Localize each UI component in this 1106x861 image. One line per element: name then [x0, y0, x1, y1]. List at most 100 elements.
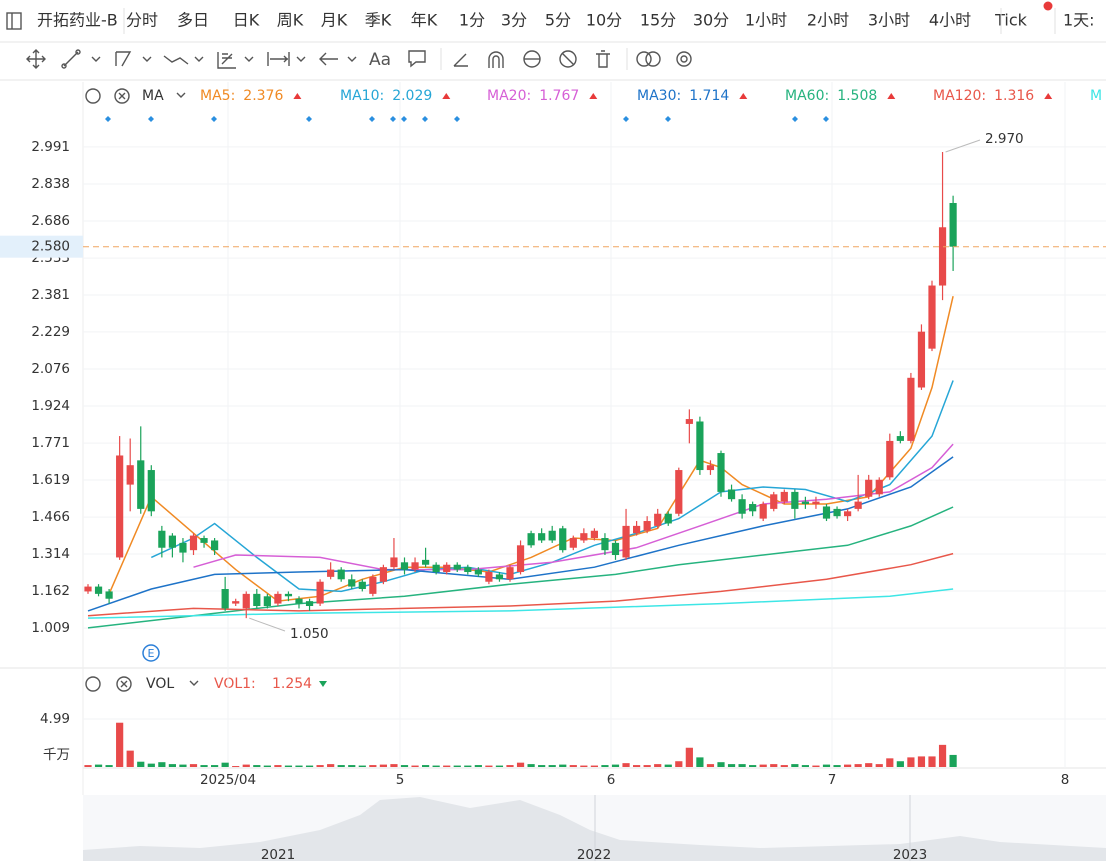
chevron[interactable]	[176, 92, 186, 98]
period-tab[interactable]: 月K	[321, 11, 348, 30]
period-tab[interactable]: Tick	[994, 11, 1028, 30]
event-marker[interactable]	[454, 116, 460, 122]
volume-bar	[168, 764, 176, 767]
move-tool[interactable]	[26, 49, 46, 69]
event-marker[interactable]	[823, 116, 829, 122]
delete-tool[interactable]	[596, 50, 610, 68]
period-tab[interactable]: 日K	[233, 11, 260, 30]
volume-bar	[865, 763, 873, 767]
volume-bar	[443, 765, 451, 767]
ma-trend	[589, 93, 598, 99]
period-tab[interactable]: 5分	[545, 11, 571, 30]
event-marker[interactable]	[390, 116, 396, 122]
y-tick-label: 2.686	[31, 213, 70, 229]
period-tab[interactable]: 1天:	[1063, 11, 1095, 30]
wave-tool[interactable]	[163, 55, 189, 65]
volume-bar	[200, 765, 208, 767]
indicator-close[interactable]	[114, 88, 130, 104]
event-marker[interactable]	[665, 116, 671, 122]
period-tab[interactable]: 分时	[126, 11, 158, 30]
volume-bar	[770, 764, 778, 767]
fib-tool[interactable]	[217, 52, 236, 69]
chevron[interactable]	[142, 56, 152, 62]
y-tick-label: 1.771	[31, 435, 70, 451]
note-tool[interactable]	[408, 50, 426, 68]
volume-settings[interactable]	[85, 676, 101, 692]
line-tool[interactable]	[63, 51, 79, 67]
event-marker[interactable]	[306, 116, 312, 122]
text-tool[interactable]: Aa	[369, 50, 391, 70]
event-marker[interactable]	[148, 116, 154, 122]
period-tab[interactable]: 3分	[501, 11, 527, 30]
candle-body	[358, 581, 366, 590]
volume-unit: 千万	[43, 747, 70, 763]
volume-bar	[422, 765, 430, 767]
volume-bar	[886, 758, 894, 767]
period-tab[interactable]: 1分	[459, 11, 485, 30]
period-tab[interactable]: 年K	[411, 11, 438, 30]
volume-bar	[221, 762, 229, 767]
period-tab[interactable]: 周K	[277, 11, 304, 30]
sidebar-icon[interactable]	[6, 12, 22, 30]
event-marker[interactable]	[105, 116, 111, 122]
indicator-settings[interactable]	[85, 88, 101, 104]
period-tab[interactable]: 季K	[365, 11, 392, 30]
period-tab[interactable]: 1小时	[745, 11, 787, 30]
event-marker[interactable]	[211, 116, 217, 122]
chevron[interactable]	[189, 680, 199, 686]
ma-legend-value: 2.376	[243, 88, 283, 104]
candle-body	[875, 479, 883, 495]
period-tab[interactable]: 4小时	[929, 11, 971, 30]
channel-tool[interactable]	[115, 51, 132, 67]
period-tab[interactable]: 多日	[177, 11, 209, 30]
event-marker[interactable]	[422, 116, 428, 122]
navigator-label: 2023	[893, 847, 927, 861]
event-marker[interactable]	[623, 116, 629, 122]
candle-body	[189, 535, 198, 551]
magnet-tool[interactable]	[488, 51, 504, 68]
event-marker[interactable]	[792, 116, 798, 122]
angle-tool[interactable]	[453, 53, 468, 67]
volume-name[interactable]: VOL	[146, 676, 174, 692]
ma-trend	[442, 93, 451, 99]
candle-body	[232, 601, 240, 604]
range-tool[interactable]	[267, 52, 290, 66]
candle-body	[770, 494, 778, 509]
compare-tool[interactable]	[636, 51, 652, 67]
settings-tool[interactable]	[676, 51, 692, 67]
candle-body	[105, 591, 113, 599]
volume-trend	[319, 681, 327, 687]
symbol[interactable]: 开拓药业-B	[37, 11, 118, 30]
candle-body	[422, 559, 430, 565]
arrow-tool[interactable]	[319, 52, 338, 66]
candle-body	[474, 569, 482, 575]
chevron[interactable]	[194, 56, 204, 62]
candle-body	[664, 513, 672, 524]
event-marker[interactable]	[369, 116, 375, 122]
candle-body	[548, 530, 556, 541]
compare-tool-ring	[645, 51, 661, 67]
indicator-name[interactable]: MA	[142, 88, 164, 104]
period-tab[interactable]: 3小时	[868, 11, 910, 30]
y-tick-label: 1.009	[31, 620, 70, 636]
navigator-area	[83, 797, 1106, 861]
event-icon[interactable]	[142, 644, 160, 662]
candle-body	[400, 562, 409, 570]
period-tab[interactable]: 15分	[640, 11, 676, 30]
period-tab[interactable]: 10分	[586, 11, 622, 30]
volume-bar	[137, 761, 145, 767]
volume-close[interactable]	[116, 676, 132, 692]
chevron[interactable]	[296, 56, 306, 62]
chevron[interactable]	[347, 56, 357, 62]
event-marker[interactable]	[401, 116, 407, 122]
hide-tool[interactable]	[559, 50, 577, 68]
period-tab[interactable]: 30分	[693, 11, 729, 30]
x-tick-label: 6	[607, 772, 616, 788]
chevron[interactable]	[91, 56, 101, 62]
candle-body	[611, 542, 620, 556]
period-tab[interactable]: 2小时	[807, 11, 849, 30]
candle-body	[949, 202, 957, 247]
volume-bar	[232, 766, 240, 768]
chevron[interactable]	[244, 56, 254, 62]
volume-bar	[569, 765, 577, 767]
